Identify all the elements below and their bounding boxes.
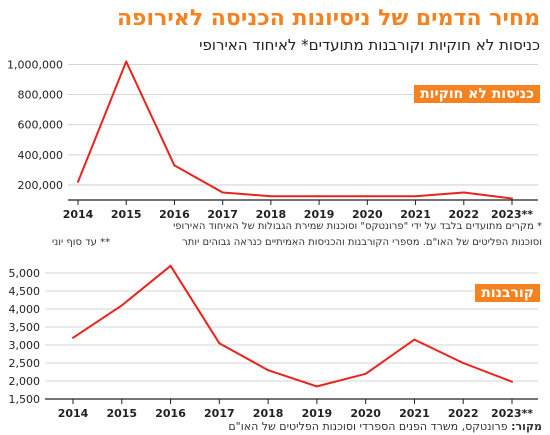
illegal-entries-chart: 200,000 400,000 600,000 800,000 1,000,000 201… [7,59,538,220]
x-tick-label: 2021 [399,407,430,418]
data-point [511,380,513,383]
x-tick-label: 2020 [352,208,383,220]
x-tick-label: 2018 [253,407,284,418]
y-tick-label: 1,500 [9,393,41,406]
x-tick-label: 2016 [155,407,186,418]
data-point [462,191,465,194]
x-tick-label: 2015 [106,407,137,418]
x-tick-label: 2023** [491,208,533,220]
y-tick-label: 1,000,000 [7,59,63,72]
footnote-june: ** עד סוף יוני [52,237,111,248]
data-point [366,195,369,198]
data-point [413,338,416,341]
y-tick-label: 2,000 [9,375,41,388]
x-tick-label: 2022 [448,208,479,220]
y-tick-label: 3,500 [9,321,41,334]
footnote-methodology-cont: וסוכנות הפליטים של האו"ם. מספרי הקורבנות… [182,237,542,248]
data-point [269,195,272,198]
data-point [511,197,513,200]
data-point [315,385,318,388]
y-tick-label: 5,000 [9,267,41,280]
data-point [125,60,128,63]
data-point [72,336,74,339]
series-line [72,264,513,388]
x-tick-label: 2015 [111,208,142,220]
source-text: פרונטקס, משרד הפנים הספרדי וסוכנות הפליט… [228,420,508,433]
data-point [364,372,367,375]
data-point [169,264,172,267]
x-tick-label: 2014 [63,208,94,220]
victims-chart: 1,500 2,000 2,500 3,000 3,500 4,000 4,500 5,000… [9,264,538,418]
x-tick-label: 2020 [350,407,381,418]
data-point [318,195,321,198]
source-note: מקור: פרונטקס, משרד הפנים הספרדי וסוכנות… [228,420,542,433]
x-tick-label: 2019 [302,407,333,418]
footnote-methodology: * מקרים מתועדים בלבד על ידי "פרונטקס" וס… [173,221,542,232]
data-point [120,304,123,307]
x-tick-label: 2014 [58,407,89,418]
data-point [267,369,270,372]
x-tick-label: 2022 [448,407,479,418]
x-tick-label: 2021 [400,208,431,220]
x-tick-label: 2018 [256,208,287,220]
page-title: מחיר הדמים של ניסיונות הכניסה לאירופה [116,6,540,31]
page-subtitle: כניסות לא חוקיות וקורבנות מתועדים* לאיחו… [199,36,540,54]
y-tick-label: 200,000 [18,179,64,192]
y-tick-label: 800,000 [18,89,64,102]
y-tick-label: 400,000 [18,149,64,162]
illegal-entries-label: כניסות לא חוקיות [414,85,540,103]
data-point [173,164,176,167]
y-tick-label: 4,000 [9,303,41,316]
data-point [77,180,79,183]
source-label: מקור: [511,420,542,433]
x-tick-label: 2019 [304,208,335,220]
data-point [221,191,224,194]
y-tick-label: 3,000 [9,339,41,352]
series-line [77,60,513,200]
x-tick-label: 2023** [491,407,533,418]
data-point [462,362,465,364]
x-tick-label: 2017 [207,208,238,220]
y-tick-label: 4,500 [9,285,41,298]
data-point [414,195,417,198]
y-tick-label: 2,500 [9,357,41,370]
victims-label: קורבנות [475,284,540,302]
y-tick-label: 600,000 [18,119,64,132]
data-point [218,342,221,345]
x-tick-label: 2016 [159,208,190,220]
x-tick-label: 2017 [204,407,235,418]
